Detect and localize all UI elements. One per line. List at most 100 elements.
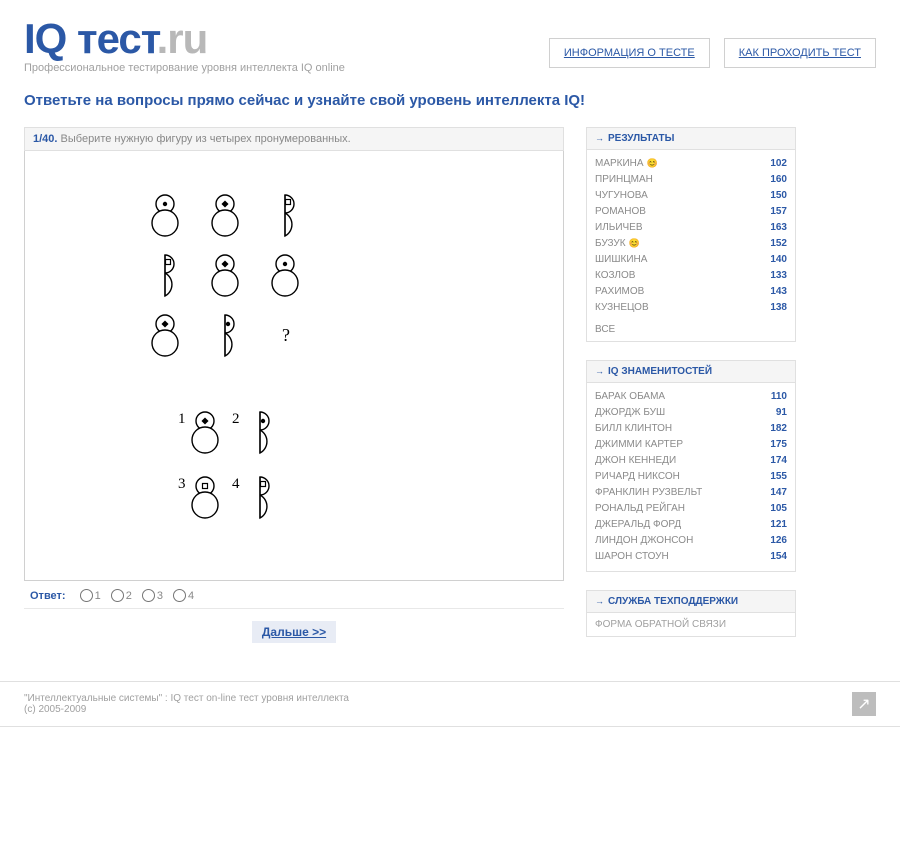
results-name: МАРКИНА😊 bbox=[595, 156, 658, 172]
share-icon[interactable]: ↗ bbox=[852, 692, 876, 716]
answer-option-1[interactable]: 1 bbox=[80, 589, 101, 602]
celeb-row[interactable]: ФРАНКЛИН РУЗВЕЛЬТ 147 bbox=[595, 485, 787, 501]
celeb-row[interactable]: РОНАЛЬД РЕЙГАН105 bbox=[595, 501, 787, 517]
svg-text:4: 4 bbox=[232, 476, 240, 492]
svg-text:1: 1 bbox=[178, 411, 186, 427]
results-name: КУЗНЕЦОВ bbox=[595, 300, 649, 316]
headline: Ответьте на вопросы прямо сейчас и узнай… bbox=[24, 92, 876, 109]
question-header: 1/40. Выберите нужную фигуру из четырех … bbox=[24, 127, 564, 151]
results-title: РЕЗУЛЬТАТЫ bbox=[587, 128, 795, 150]
results-score: 133 bbox=[770, 268, 787, 284]
puzzle-svg: ? 1 2 3 4 bbox=[115, 171, 455, 571]
footer-line2: (с) 2005-2009 bbox=[24, 704, 349, 715]
logo[interactable]: IQ тест.ru bbox=[24, 18, 345, 60]
celeb-score: 121 bbox=[770, 517, 787, 533]
logo-block: IQ тест.ru Профессиональное тестирование… bbox=[24, 18, 345, 74]
results-row[interactable]: РОМАНОВ 157 bbox=[595, 204, 787, 220]
results-score: 163 bbox=[770, 220, 787, 236]
results-row[interactable]: ИЛЬИЧЕВ 163 bbox=[595, 220, 787, 236]
celeb-row[interactable]: РИЧАРД НИКСОН 155 bbox=[595, 469, 787, 485]
celeb-score: 155 bbox=[770, 469, 787, 485]
results-name: ПРИНЦМАН bbox=[595, 172, 653, 188]
celeb-score: 175 bbox=[770, 437, 787, 453]
celeb-row[interactable]: ЛИНДОН ДЖОНСОН 126 bbox=[595, 533, 787, 549]
results-score: 152 bbox=[770, 236, 787, 252]
results-row[interactable]: ШИШКИНА 140 bbox=[595, 252, 787, 268]
celeb-row[interactable]: ДЖОРДЖ БУШ 91 bbox=[595, 405, 787, 421]
results-score: 160 bbox=[770, 172, 787, 188]
question-number: 1/40. bbox=[33, 133, 57, 145]
results-row[interactable]: БУЗУК😊 152 bbox=[595, 236, 787, 252]
results-row[interactable]: РАХИМОВ143 bbox=[595, 284, 787, 300]
results-name: РОМАНОВ bbox=[595, 204, 646, 220]
celeb-row[interactable]: ШАРОН СТОУН154 bbox=[595, 549, 787, 565]
results-name: ШИШКИНА bbox=[595, 252, 647, 268]
results-row[interactable]: КОЗЛОВ 133 bbox=[595, 268, 787, 284]
celeb-name: ДЖЕРАЛЬД ФОРД bbox=[595, 517, 681, 533]
celeb-score: 110 bbox=[771, 389, 787, 405]
support-link[interactable]: ФОРМА ОБРАТНОЙ СВЯЗИ bbox=[595, 619, 726, 630]
celeb-row[interactable]: ДЖИММИ КАРТЕР 175 bbox=[595, 437, 787, 453]
header: IQ тест.ru Профессиональное тестирование… bbox=[24, 18, 876, 74]
question-area: 1/40. Выберите нужную фигуру из четырех … bbox=[24, 127, 564, 643]
results-panel: РЕЗУЛЬТАТЫ МАРКИНА😊102ПРИНЦМАН160ЧУГУНОВ… bbox=[586, 127, 796, 342]
footer-line1: "Интеллектуальные системы" : IQ тест on-… bbox=[24, 693, 349, 704]
answer-option-2[interactable]: 2 bbox=[111, 589, 132, 602]
question-figure: ? 1 2 3 4 bbox=[24, 151, 564, 581]
logo-suffix: .ru bbox=[157, 15, 208, 62]
face-icon: 😊 bbox=[629, 236, 640, 250]
celeb-row[interactable]: ДЖОН КЕННЕДИ 174 bbox=[595, 453, 787, 469]
results-row[interactable]: ЧУГУНОВА 150 bbox=[595, 188, 787, 204]
celebs-title: IQ ЗНАМЕНИТОСТЕЙ bbox=[587, 361, 795, 383]
results-row[interactable]: КУЗНЕЦОВ138 bbox=[595, 300, 787, 316]
face-icon: 😊 bbox=[647, 156, 658, 170]
results-score: 140 bbox=[770, 252, 787, 268]
results-all-link[interactable]: ВСЕ bbox=[595, 324, 787, 335]
celeb-score: 147 bbox=[770, 485, 787, 501]
celeb-name: РИЧАРД НИКСОН bbox=[595, 469, 680, 485]
celeb-name: ФРАНКЛИН РУЗВЕЛЬТ bbox=[595, 485, 702, 501]
answer-option-3[interactable]: 3 bbox=[142, 589, 163, 602]
results-row[interactable]: ПРИНЦМАН 160 bbox=[595, 172, 787, 188]
celeb-score: 182 bbox=[770, 421, 787, 437]
results-score: 143 bbox=[770, 284, 787, 300]
celeb-score: 126 bbox=[770, 533, 787, 549]
results-score: 157 bbox=[770, 204, 787, 220]
celeb-name: ЛИНДОН ДЖОНСОН bbox=[595, 533, 693, 549]
celeb-row[interactable]: ДЖЕРАЛЬД ФОРД 121 bbox=[595, 517, 787, 533]
celeb-name: БАРАК ОБАМА bbox=[595, 389, 665, 405]
results-name: ИЛЬИЧЕВ bbox=[595, 220, 643, 236]
support-panel: СЛУЖБА ТЕХПОДДЕРЖКИ ФОРМА ОБРАТНОЙ СВЯЗИ bbox=[586, 590, 796, 637]
logo-main: IQ тест bbox=[24, 15, 157, 62]
celeb-name: ДЖОРДЖ БУШ bbox=[595, 405, 665, 421]
celebs-panel: IQ ЗНАМЕНИТОСТЕЙ БАРАК ОБАМА110ДЖОРДЖ БУ… bbox=[586, 360, 796, 572]
celeb-name: ДЖОН КЕННЕДИ bbox=[595, 453, 676, 469]
celeb-name: ДЖИММИ КАРТЕР bbox=[595, 437, 683, 453]
celeb-name: ШАРОН СТОУН bbox=[595, 549, 669, 565]
celeb-score: 174 bbox=[770, 453, 787, 469]
celeb-row[interactable]: БАРАК ОБАМА 110 bbox=[595, 389, 787, 405]
celeb-score: 91 bbox=[776, 405, 787, 421]
results-name: ЧУГУНОВА bbox=[595, 188, 648, 204]
answer-radio-3[interactable] bbox=[142, 589, 155, 602]
results-row[interactable]: МАРКИНА😊 102 bbox=[595, 156, 787, 172]
howto-link[interactable]: КАК ПРОХОДИТЬ ТЕСТ bbox=[724, 38, 876, 68]
answer-radio-2[interactable] bbox=[111, 589, 124, 602]
celeb-row[interactable]: БИЛЛ КЛИНТОН182 bbox=[595, 421, 787, 437]
results-score: 102 bbox=[770, 156, 787, 172]
next-button[interactable]: Дальше >> bbox=[252, 621, 336, 643]
info-link[interactable]: ИНФОРМАЦИЯ О ТЕСТЕ bbox=[549, 38, 710, 68]
results-score: 150 bbox=[770, 188, 787, 204]
answer-radio-1[interactable] bbox=[80, 589, 93, 602]
question-text: Выберите нужную фигуру из четырех пронум… bbox=[61, 133, 351, 145]
sidebar: РЕЗУЛЬТАТЫ МАРКИНА😊102ПРИНЦМАН160ЧУГУНОВ… bbox=[586, 127, 796, 655]
results-name: БУЗУК😊 bbox=[595, 236, 640, 252]
answer-label: Ответ: bbox=[30, 590, 66, 602]
answer-option-4[interactable]: 4 bbox=[173, 589, 194, 602]
results-name: КОЗЛОВ bbox=[595, 268, 635, 284]
footer: "Интеллектуальные системы" : IQ тест on-… bbox=[0, 681, 900, 727]
svg-text:2: 2 bbox=[232, 411, 240, 427]
answer-radio-4[interactable] bbox=[173, 589, 186, 602]
svg-text:3: 3 bbox=[178, 476, 186, 492]
support-title: СЛУЖБА ТЕХПОДДЕРЖКИ bbox=[587, 591, 795, 613]
